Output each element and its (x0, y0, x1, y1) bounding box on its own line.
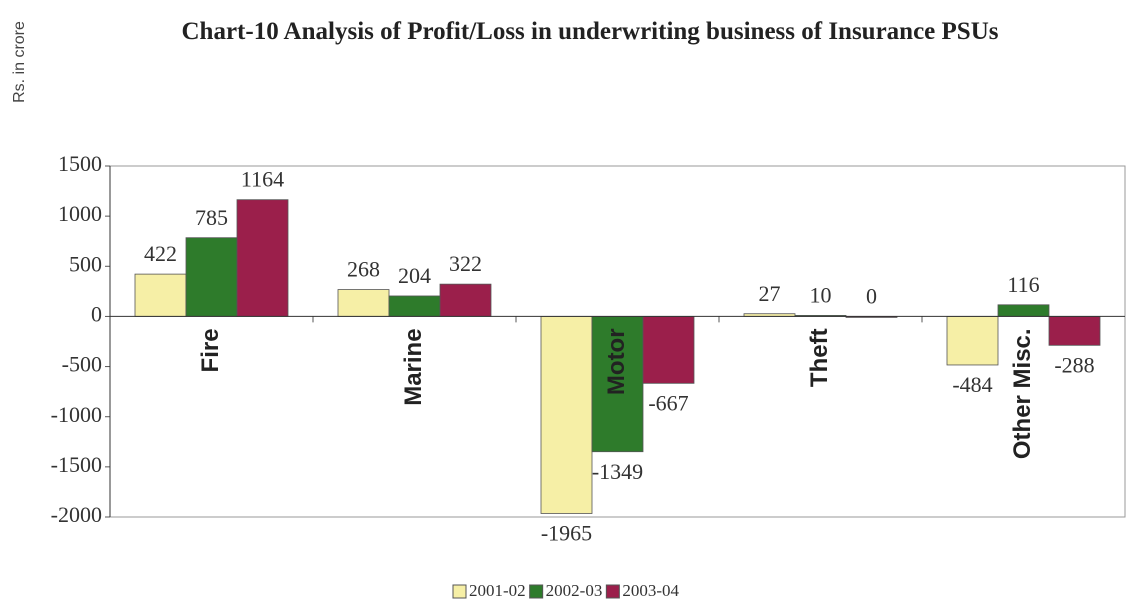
x-tick-label: Theft (806, 328, 833, 387)
bar (388, 295, 441, 317)
data-label: 27 (759, 281, 781, 306)
bar (591, 316, 644, 453)
x-tick-label: Other Misc. (1009, 328, 1036, 459)
data-label: 322 (449, 251, 482, 276)
data-label: 268 (347, 257, 380, 282)
bar (185, 237, 238, 317)
data-label: 10 (810, 282, 832, 307)
data-label: -667 (648, 390, 688, 415)
bar (997, 304, 1050, 317)
y-tick-label: 500 (69, 251, 102, 276)
data-label: 785 (195, 205, 228, 230)
y-tick-label: 1500 (58, 151, 102, 176)
y-tick-label: 1000 (58, 201, 102, 226)
legend-label: 2003-04 (622, 581, 679, 600)
bar (1048, 316, 1101, 346)
data-label: 422 (144, 241, 177, 266)
y-tick-label: -2000 (51, 502, 102, 527)
data-label: 0 (866, 283, 877, 308)
data-label: -1349 (592, 459, 643, 484)
data-label: 116 (1007, 272, 1039, 297)
x-tick-label: Fire (197, 328, 224, 372)
chart-title: Chart-10 Analysis of Profit/Loss in unde… (181, 18, 999, 45)
data-label: 1164 (241, 167, 284, 192)
data-label: -1965 (541, 521, 592, 546)
legend-swatch (452, 584, 467, 599)
legend-label: 2002-03 (546, 581, 603, 600)
y-axis-label: Rs. in crore (11, 21, 28, 103)
data-label: 204 (398, 263, 431, 288)
data-label: -288 (1054, 352, 1094, 377)
bar (337, 289, 390, 317)
y-tick-label: 0 (91, 301, 102, 326)
data-label: -484 (952, 372, 992, 397)
legend-label: 2001-02 (469, 581, 526, 600)
x-tick-label: Motor (603, 328, 630, 395)
y-tick-label: -1500 (51, 452, 102, 477)
legend-swatch (605, 584, 620, 599)
bar (946, 316, 999, 366)
bar (134, 273, 187, 317)
bar (642, 316, 695, 384)
legend-swatch (529, 584, 544, 599)
bar (540, 316, 593, 514)
y-tick-label: -500 (62, 352, 102, 377)
bar (439, 283, 492, 317)
x-tick-label: Marine (400, 328, 427, 405)
bar (236, 199, 289, 317)
y-tick-label: -1000 (51, 402, 102, 427)
